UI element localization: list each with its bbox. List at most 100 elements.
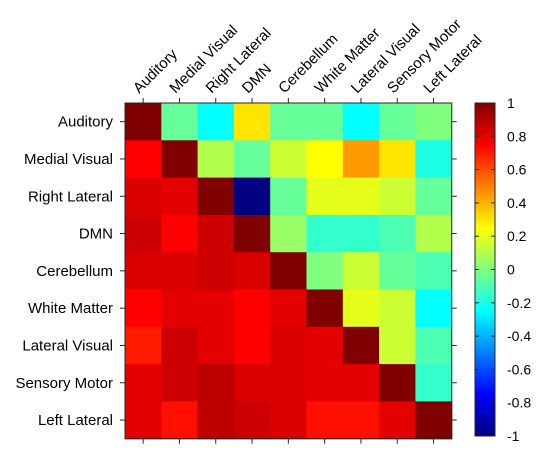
- heatmap-cell: [125, 364, 162, 402]
- heatmap-cell: [415, 364, 453, 402]
- heatmap-cell: [415, 252, 453, 291]
- heatmap-cell: [306, 364, 344, 402]
- heatmap-cell: [415, 140, 453, 179]
- row-label: White Matter: [28, 300, 113, 317]
- heatmap-cell: [161, 140, 199, 179]
- heatmap-cell: [233, 364, 271, 402]
- heatmap-cell: [342, 401, 380, 440]
- heatmap-cell: [270, 401, 308, 440]
- row-label: Auditory: [58, 114, 114, 131]
- heatmap-cell: [125, 103, 162, 141]
- heatmap-cell: [197, 326, 235, 365]
- heatmap-cell: [125, 140, 162, 179]
- heatmap-cell: [270, 252, 308, 291]
- heatmap-cell: [379, 289, 416, 328]
- heatmap-cell: [342, 364, 380, 402]
- heatmap-cell: [342, 177, 380, 216]
- heatmap-cell: [233, 103, 271, 141]
- colorbar-tick-label: -0.8: [507, 395, 531, 411]
- heatmap-cell: [161, 252, 199, 291]
- heatmap-cell: [161, 401, 199, 440]
- heatmap-cell: [233, 177, 271, 216]
- heatmap-cell: [197, 401, 235, 440]
- heatmap-cell: [306, 289, 344, 328]
- row-label: DMN: [79, 226, 113, 243]
- heatmap-cell: [197, 289, 235, 328]
- heatmap-cell: [306, 140, 344, 179]
- heatmap-cell: [415, 326, 453, 365]
- heatmap-cell: [379, 326, 416, 365]
- heatmap-cell: [306, 252, 344, 291]
- heatmap-cell: [197, 103, 235, 141]
- colorbar-tick-label: -0.2: [507, 295, 531, 311]
- colorbar-tick-label: 0.4: [507, 195, 527, 211]
- heatmap-cell: [306, 103, 344, 141]
- heatmap-cell: [125, 289, 162, 328]
- heatmap-cell: [161, 214, 199, 253]
- heatmap-cell: [197, 140, 235, 179]
- heatmap-cell: [125, 252, 162, 291]
- heatmap-cell: [270, 364, 308, 402]
- heatmap-cell: [306, 177, 344, 216]
- heatmap-cell: [270, 177, 308, 216]
- heatmap-cell: [342, 252, 380, 291]
- colorbar-tick-label: 0.8: [507, 128, 527, 144]
- heatmap-cell: [125, 401, 162, 440]
- heatmap-cell: [379, 214, 416, 253]
- heatmap-cell: [197, 214, 235, 253]
- heatmap-cell: [415, 214, 453, 253]
- heatmap-cell: [161, 364, 199, 402]
- heatmap-cell: [197, 364, 235, 402]
- row-labels: Auditory Medial Visual Right Lateral DMN Cer…: [15, 114, 113, 429]
- heatmap-cell: [270, 289, 308, 328]
- heatmap-cell: [306, 326, 344, 365]
- heatmap-cell: [379, 364, 416, 402]
- heatmap-cell: [415, 177, 453, 216]
- heatmap-cell: [415, 401, 453, 440]
- heatmap-cell: [125, 177, 162, 216]
- colorbar-tick-label: -0.4: [507, 328, 531, 344]
- heatmap-cell: [415, 103, 453, 141]
- heatmap-cell: [161, 103, 199, 141]
- heatmap-cell: [306, 214, 344, 253]
- colorbar: -1 -0.8 -0.6 -0.4 -0.2 0 0.2 0.4 0.6 0.8 1: [474, 95, 531, 444]
- heatmap-cell: [233, 214, 271, 253]
- row-label: Left Lateral: [38, 412, 113, 429]
- colorbar-tick-label: 0.6: [507, 162, 527, 178]
- colorbar-tick-label: 0.2: [507, 228, 527, 244]
- heatmap-cell: [161, 326, 199, 365]
- heatmap-cell: [342, 326, 380, 365]
- heatmap-cell: [270, 140, 308, 179]
- heatmap-cell: [233, 140, 271, 179]
- heatmap-cell: [197, 252, 235, 291]
- colorbar-tick-label: 0: [507, 262, 515, 278]
- colorbar-tick-label: 1: [507, 95, 515, 111]
- heatmap-cell: [233, 401, 271, 440]
- heatmap-cell: [379, 252, 416, 291]
- row-label: Sensory Motor: [15, 375, 113, 392]
- heatmap-cell: [379, 401, 416, 440]
- row-label: Lateral Visual: [22, 337, 113, 354]
- heatmap-cell: [197, 177, 235, 216]
- heatmap-cell: [342, 289, 380, 328]
- heatmap-cell: [342, 103, 380, 141]
- heatmap-cell: [233, 289, 271, 328]
- heatmap-cell: [233, 326, 271, 365]
- heatmap-cell: [125, 326, 162, 365]
- heatmap-cell: [125, 214, 162, 253]
- heatmap-cell: [161, 289, 199, 328]
- heatmap-axes: [120, 98, 457, 444]
- heatmap-cell: [379, 103, 416, 141]
- row-label: Cerebellum: [36, 263, 113, 280]
- heatmap-cell: [342, 214, 380, 253]
- heatmap-cell: [233, 252, 271, 291]
- row-label: Right Lateral: [28, 188, 113, 205]
- heatmap-cells: [125, 103, 453, 440]
- heatmap-cell: [342, 140, 380, 179]
- heatmap-cell: [379, 140, 416, 179]
- heatmap-cell: [161, 177, 199, 216]
- row-label: Medial Visual: [24, 151, 113, 168]
- colorbar-tick-label: -1: [507, 428, 520, 444]
